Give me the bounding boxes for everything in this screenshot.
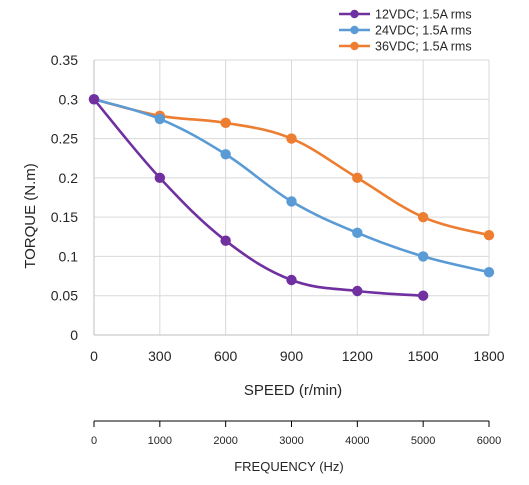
y-tick-label: 0.35 [51, 52, 78, 68]
data-point [220, 149, 231, 160]
x-tick-label: 1500 [408, 348, 439, 364]
frequency-tick-label: 0 [91, 435, 97, 447]
x-axis-label: SPEED (r/min) [244, 382, 342, 399]
x-tick-label: 1200 [342, 348, 373, 364]
x-tick-label: 1800 [473, 348, 504, 364]
y-tick-label: 0.2 [59, 170, 79, 186]
series-1 [88, 94, 429, 301]
series-2 [88, 94, 495, 278]
y-tick-label: 0 [70, 327, 78, 343]
legend-label: 36VDC; 1.5A rms [375, 40, 472, 54]
data-point [352, 172, 363, 184]
legend-item: 24VDC; 1.5A rms [339, 24, 472, 38]
x-tick-label: 300 [148, 348, 172, 364]
y-tick-label: 0.25 [51, 131, 78, 147]
legend: 12VDC; 1.5A rms 24VDC; 1.5A rms 36VDC; 1.5… [339, 8, 472, 54]
frequency-axis: 0 1000 2000 3000 4000 5000 6000 [91, 420, 501, 447]
data-point [352, 285, 363, 297]
frequency-tick-label: 2000 [213, 435, 237, 447]
y-tick-label: 0.1 [59, 248, 79, 264]
legend-label: 12VDC; 1.5A rms [375, 8, 472, 22]
legend-item: 12VDC; 1.5A rms [339, 8, 472, 22]
legend-marker [350, 25, 359, 35]
y-tick-label: 0.3 [59, 91, 79, 107]
x-tick-label: 900 [280, 348, 304, 364]
data-point [483, 266, 495, 278]
frequency-tick-label: 6000 [477, 435, 501, 447]
data-point [352, 227, 363, 239]
frequency-axis-label: FREQUENCY (Hz) [234, 459, 344, 474]
frequency-tick-label: 4000 [345, 435, 369, 447]
data-point [220, 235, 231, 246]
frequency-tick-label: 3000 [279, 435, 303, 447]
data-point [286, 196, 297, 207]
x-tick-label: 600 [214, 348, 238, 364]
data-point [154, 113, 166, 125]
data-point [483, 230, 495, 241]
legend-label: 24VDC; 1.5A rms [375, 24, 472, 38]
legend-marker [350, 41, 359, 51]
legend-marker [350, 9, 359, 19]
data-point [417, 211, 429, 223]
y-tick-label: 0.15 [51, 209, 78, 225]
x-tick-label: 0 [90, 348, 98, 364]
y-tick-label: 0.05 [51, 288, 78, 304]
data-point [417, 290, 429, 301]
legend-item: 36VDC; 1.5A rms [339, 40, 472, 54]
frequency-tick-label: 5000 [411, 435, 435, 447]
data-point [286, 133, 297, 144]
axes: 0 0.05 0.1 0.15 0.2 0.25 0.3 0.35 0 300 600 900 1200… [51, 52, 505, 364]
data-point [220, 117, 231, 129]
data-point [154, 172, 166, 184]
data-point [88, 94, 100, 105]
data-point [286, 274, 297, 286]
y-axis-label: TORQUE (N.m) [22, 163, 39, 269]
frequency-tick-label: 1000 [148, 435, 172, 447]
series-layer [88, 94, 495, 301]
data-point [417, 251, 429, 262]
